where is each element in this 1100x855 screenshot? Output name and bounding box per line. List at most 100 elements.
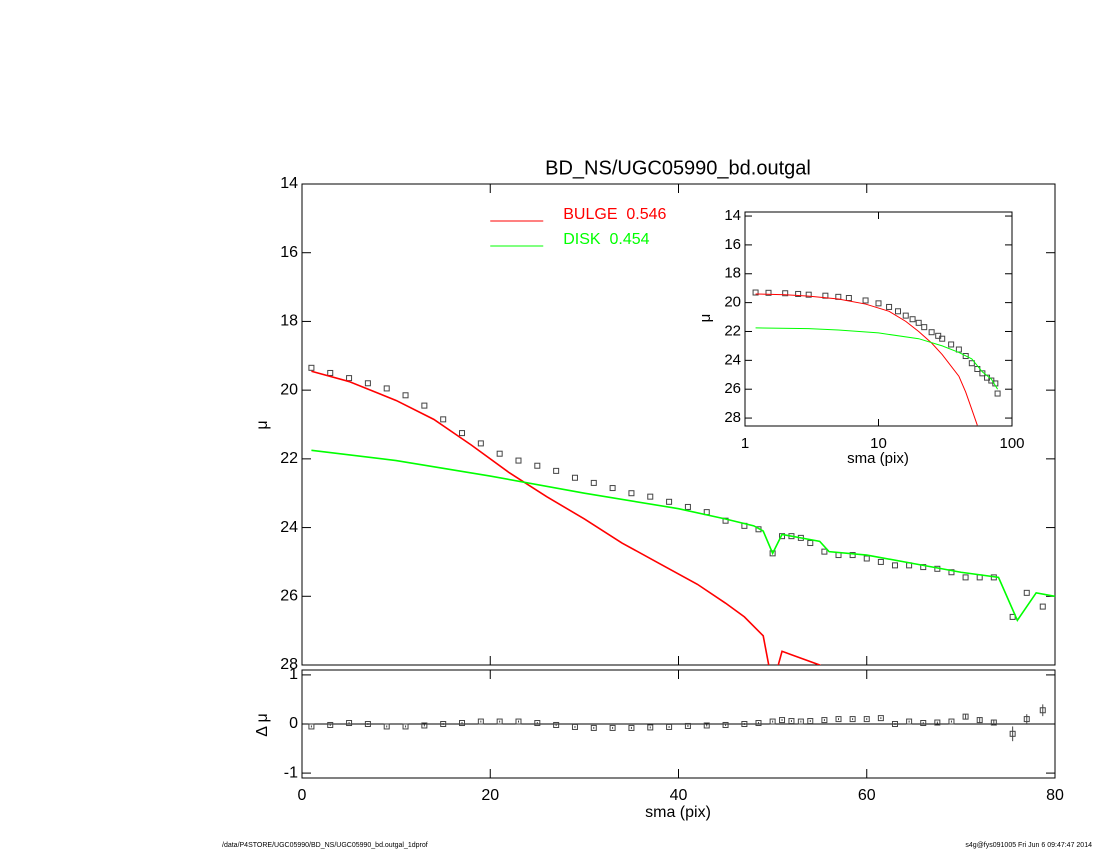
x-tick-label: 100 [999, 435, 1024, 452]
y-axis-label: μ [697, 314, 714, 323]
data-point [990, 719, 997, 726]
data-point [877, 558, 884, 565]
data-point [797, 718, 804, 725]
data-point [571, 474, 578, 481]
data-point [886, 303, 893, 310]
data-point [402, 723, 409, 730]
data-point [346, 375, 353, 382]
data-point [891, 721, 898, 727]
y-axis-label: Δ μ [254, 713, 271, 736]
chart-title: BD_NS/UGC05990_bd.outgal [545, 157, 811, 179]
data-point [902, 312, 909, 319]
data-point [976, 717, 983, 724]
data-point [962, 574, 969, 581]
data-point [1039, 603, 1046, 610]
y-tick-label: 26 [724, 380, 741, 397]
y-tick-label: 0 [289, 715, 298, 732]
data-point [1023, 716, 1030, 723]
data-point [807, 718, 814, 725]
data-point [477, 440, 484, 447]
y-tick-label: 18 [280, 313, 298, 330]
data-point [755, 720, 762, 727]
data-point [647, 724, 654, 731]
x-tick-label: 60 [858, 787, 876, 804]
data-point [327, 369, 334, 376]
y-tick-label: 22 [724, 322, 741, 339]
data-point [769, 718, 776, 725]
data-point [863, 716, 870, 723]
data-point [628, 724, 635, 731]
data-point [779, 717, 786, 724]
data-point [928, 329, 935, 336]
data-point [722, 721, 729, 728]
data-point [1039, 707, 1046, 714]
data-point [459, 430, 466, 437]
x-tick-label: 1 [741, 435, 749, 452]
data-point [515, 718, 522, 725]
data-point [666, 498, 673, 505]
data-point [383, 385, 390, 392]
y-tick-label: 22 [280, 450, 298, 467]
data-point [703, 722, 710, 729]
data-point [765, 289, 772, 296]
data-point [821, 717, 828, 724]
data-point [939, 335, 946, 342]
x-tick-label: 20 [481, 787, 499, 804]
y-tick-label: 16 [724, 236, 741, 253]
data-point [590, 724, 597, 731]
data-point [962, 713, 969, 720]
data-point [308, 364, 315, 371]
data-point [782, 290, 789, 297]
data-point [459, 720, 466, 727]
data-point [684, 722, 691, 729]
data-point [994, 390, 1001, 397]
x-tick-label: 0 [298, 787, 307, 804]
data-point [795, 290, 802, 297]
footer-left: /data/P4STORE/UGC05990/BD_NS/UGC05990_bd… [222, 842, 428, 849]
data-point [590, 479, 597, 486]
data-point [647, 493, 654, 500]
data-point [440, 721, 447, 727]
y-axis-label: μ [254, 420, 271, 429]
data-point [821, 548, 828, 555]
data-point [752, 289, 759, 296]
data-point [327, 721, 334, 728]
data-point [421, 722, 428, 729]
x-tick-label: 10 [870, 435, 887, 452]
data-point [906, 718, 913, 725]
data-point [421, 402, 428, 409]
data-point [849, 716, 856, 723]
data-point [835, 716, 842, 723]
data-point [496, 450, 503, 457]
y-tick-label: 14 [280, 175, 298, 192]
data-point [741, 721, 748, 727]
data-point [805, 291, 812, 298]
x-tick-label: 80 [1046, 787, 1064, 804]
data-point [534, 720, 541, 727]
plot-area [752, 289, 1001, 426]
data-point [863, 555, 870, 562]
data-point [877, 715, 884, 722]
y-tick-label: 26 [280, 588, 298, 605]
data-point [875, 300, 882, 307]
x-tick-label: 40 [670, 787, 688, 804]
y-tick-label: 20 [280, 381, 298, 398]
data-point [628, 490, 635, 497]
data-point [440, 416, 447, 423]
x-axis-label: sma (pix) [645, 804, 711, 821]
data-point [402, 392, 409, 399]
data-point [364, 380, 371, 387]
plot-frame [301, 183, 1056, 666]
profile-line [311, 370, 822, 665]
y-tick-label: 18 [724, 265, 741, 282]
data-point [769, 550, 776, 557]
y-tick-label: 24 [724, 351, 741, 368]
data-point [807, 540, 814, 547]
y-tick-label: 16 [280, 244, 298, 261]
data-point [383, 723, 390, 730]
data-point [553, 467, 560, 474]
y-tick-label: -1 [284, 764, 298, 781]
data-point [934, 719, 941, 726]
data-point [1009, 730, 1016, 737]
